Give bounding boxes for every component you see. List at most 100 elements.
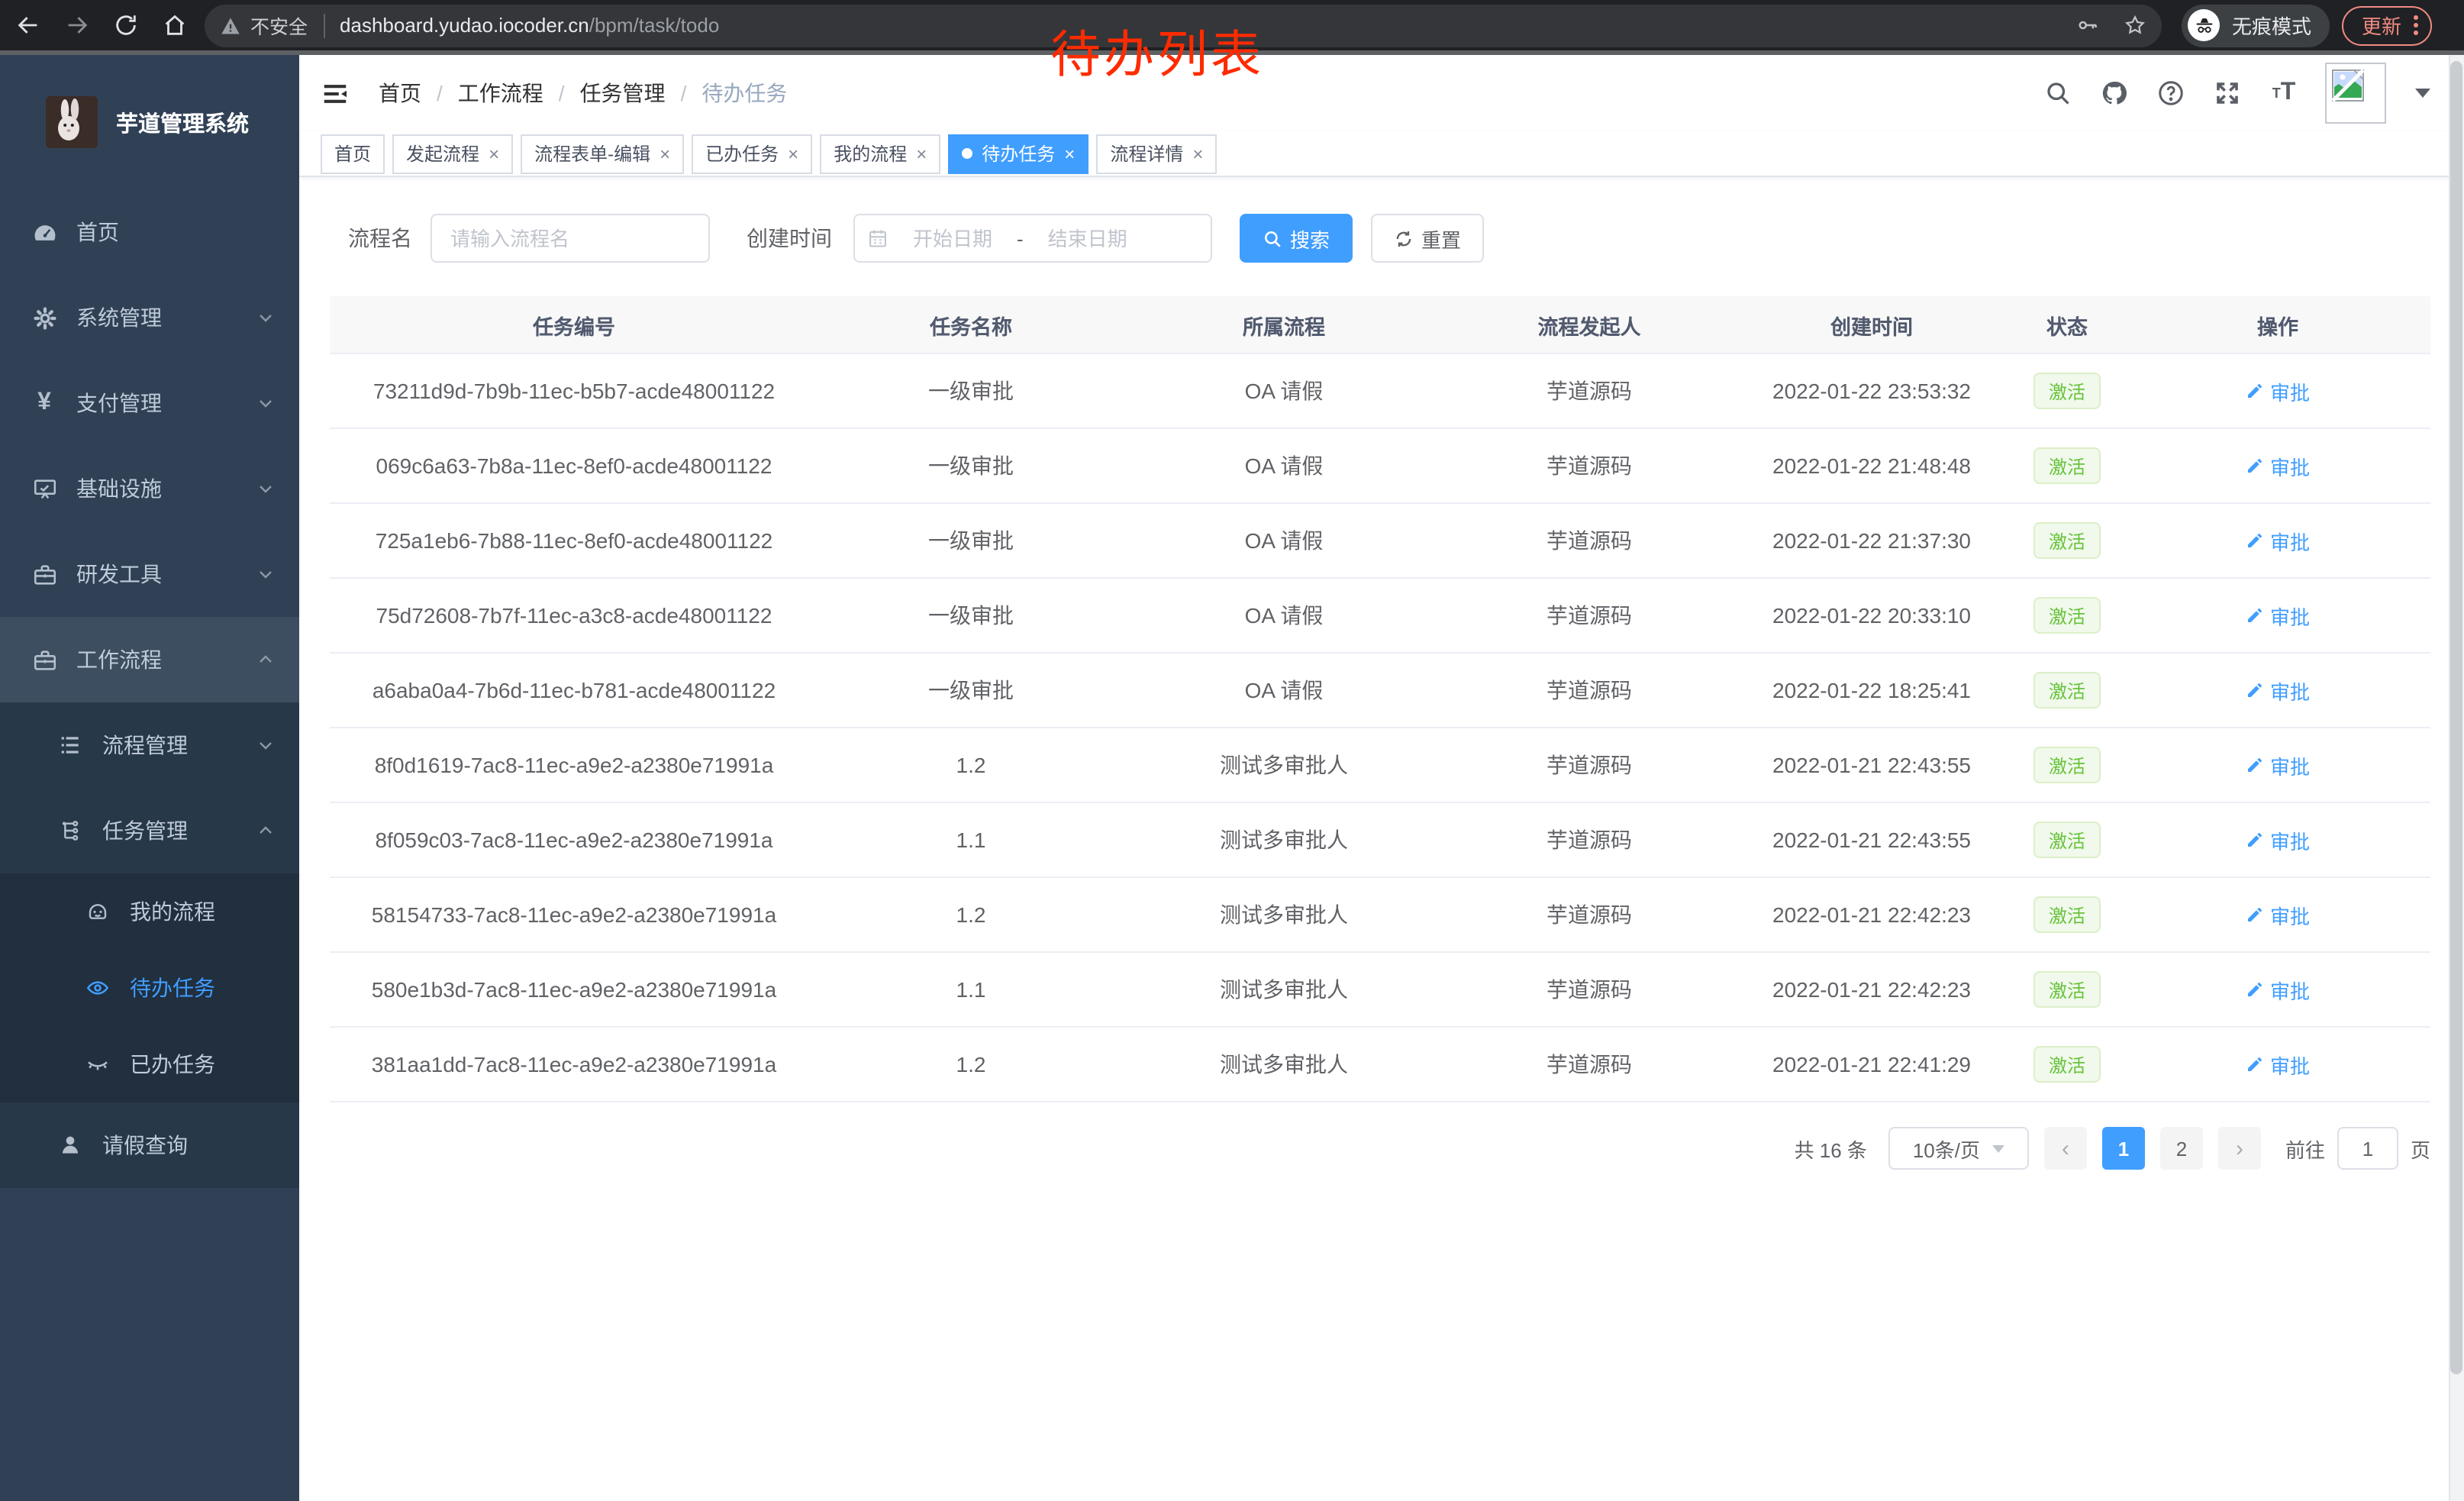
collapse-sidebar-icon[interactable] bbox=[321, 76, 354, 110]
toolbox-icon bbox=[31, 560, 58, 588]
not-secure-warning-icon bbox=[220, 15, 241, 36]
active-dot bbox=[962, 148, 973, 159]
sidebar-item-label: 系统管理 bbox=[76, 305, 162, 330]
sidebar-item-home[interactable]: 首页 bbox=[0, 189, 299, 275]
approve-link[interactable]: 审批 bbox=[2246, 601, 2310, 630]
tab-start-process[interactable]: 发起流程 × bbox=[392, 134, 514, 173]
sidebar-item-leave-query[interactable]: 请假查询 bbox=[0, 1102, 299, 1188]
tab-form-edit[interactable]: 流程表单-编辑 × bbox=[521, 134, 685, 173]
github-icon[interactable] bbox=[2099, 78, 2130, 108]
browser-reload-icon[interactable] bbox=[110, 10, 140, 40]
date-range-picker[interactable]: - bbox=[853, 214, 1212, 263]
browser-back-icon[interactable] bbox=[12, 10, 43, 40]
cell-process: 测试多审批人 bbox=[1220, 902, 1348, 927]
cell-task-id: 8f059c03-7ac8-11ec-a9e2-a2380e71991a bbox=[375, 828, 773, 852]
status-badge: 激活 bbox=[2033, 522, 2101, 559]
sidebar-item-done-tasks[interactable]: 已办任务 bbox=[0, 1026, 299, 1102]
incognito-badge: 无痕模式 bbox=[2182, 4, 2330, 47]
goto-page-input[interactable] bbox=[2337, 1127, 2398, 1170]
approve-link[interactable]: 审批 bbox=[2246, 825, 2310, 854]
sidebar-item-system[interactable]: 系统管理 bbox=[0, 275, 299, 360]
search-button[interactable]: 搜索 bbox=[1240, 214, 1353, 263]
status-badge: 激活 bbox=[2033, 896, 2101, 933]
sidebar-item-infra[interactable]: 基础设施 bbox=[0, 446, 299, 531]
cell-create-time: 2022-01-21 22:41:29 bbox=[1772, 1052, 1971, 1077]
tab-my-process[interactable]: 我的流程 × bbox=[820, 134, 941, 173]
page-size-select[interactable]: 10条/页 bbox=[1888, 1127, 2029, 1170]
pagination: 共 16 条 10条/页 ‹ 1 2 › 前往 页 bbox=[299, 1127, 2430, 1170]
approve-link[interactable]: 审批 bbox=[2246, 526, 2310, 555]
col-header-task-name: 任务名称 bbox=[930, 315, 1012, 338]
prev-page-button[interactable]: ‹ bbox=[2043, 1127, 2087, 1170]
table-row: 725a1eb6-7b88-11ec-8ef0-acde48001122 一级审… bbox=[330, 502, 2430, 577]
browser-update-button[interactable]: 更新 bbox=[2342, 5, 2433, 45]
close-icon[interactable]: × bbox=[788, 143, 799, 164]
cell-task-id: 75d72608-7b7f-11ec-a3c8-acde48001122 bbox=[376, 603, 772, 628]
tab-todo-tasks[interactable]: 待办任务 × bbox=[948, 134, 1089, 173]
sidebar-item-workflow[interactable]: 工作流程 bbox=[0, 617, 299, 702]
breadcrumb-task-mgmt[interactable]: 任务管理 bbox=[579, 81, 666, 105]
tab-done-tasks[interactable]: 已办任务 × bbox=[692, 134, 813, 173]
url-path: /bpm/task/todo bbox=[589, 14, 720, 37]
sidebar-item-task-mgmt[interactable]: 任务管理 bbox=[0, 788, 299, 873]
url-bar[interactable]: 不安全 dashboard.yudao.iocoder.cn /bpm/task… bbox=[205, 4, 2162, 47]
close-icon[interactable]: × bbox=[489, 143, 500, 164]
close-icon[interactable]: × bbox=[660, 143, 671, 164]
chevron-down-icon bbox=[256, 565, 275, 583]
cell-starter: 芋道源码 bbox=[1546, 454, 1632, 478]
security-label[interactable]: 不安全 bbox=[250, 17, 308, 38]
next-page-button[interactable]: › bbox=[2217, 1127, 2261, 1170]
cell-task-name: 1.2 bbox=[956, 902, 986, 927]
scrollbar-thumb[interactable] bbox=[2450, 61, 2462, 1374]
end-date-input[interactable] bbox=[1032, 227, 1143, 250]
fullscreen-icon[interactable] bbox=[2212, 78, 2243, 108]
approve-link[interactable]: 审批 bbox=[2246, 451, 2310, 480]
cell-task-id: 069c6a63-7b8a-11ec-8ef0-acde48001122 bbox=[376, 454, 772, 478]
start-date-input[interactable] bbox=[898, 227, 1008, 250]
annotation-text: 待办列表 bbox=[1050, 26, 1264, 82]
help-icon[interactable] bbox=[2156, 78, 2186, 108]
sidebar-item-pay[interactable]: ¥ 支付管理 bbox=[0, 360, 299, 446]
approve-link[interactable]: 审批 bbox=[2246, 975, 2310, 1004]
workflow-submenu: 流程管理 任务管理 我的流程 bbox=[0, 702, 299, 1188]
approve-link[interactable]: 审批 bbox=[2246, 900, 2310, 929]
cell-task-id: 58154733-7ac8-11ec-a9e2-a2380e71991a bbox=[371, 902, 777, 927]
update-label[interactable]: 更新 bbox=[2362, 15, 2402, 38]
avatar[interactable] bbox=[2325, 63, 2386, 124]
reset-button[interactable]: 重置 bbox=[1371, 214, 1485, 263]
approve-link[interactable]: 审批 bbox=[2246, 750, 2310, 780]
sidebar-item-devtools[interactable]: 研发工具 bbox=[0, 531, 299, 617]
close-icon[interactable]: × bbox=[1192, 143, 1204, 164]
scrollbar-track[interactable] bbox=[2449, 55, 2464, 1501]
close-icon[interactable]: × bbox=[1064, 143, 1076, 164]
cell-create-time: 2022-01-22 23:53:32 bbox=[1772, 379, 1971, 403]
status-badge: 激活 bbox=[2033, 373, 2101, 409]
close-icon[interactable]: × bbox=[916, 143, 927, 164]
chevron-down-icon bbox=[256, 394, 275, 412]
browser-menu-icon[interactable] bbox=[2414, 15, 2419, 35]
sidebar-item-process-mgmt[interactable]: 流程管理 bbox=[0, 702, 299, 788]
password-key-icon[interactable] bbox=[2076, 14, 2099, 37]
avatar-caret-icon[interactable] bbox=[2415, 89, 2430, 98]
page-button-2[interactable]: 2 bbox=[2159, 1127, 2203, 1170]
browser-home-icon[interactable] bbox=[159, 10, 189, 40]
breadcrumb-home[interactable]: 首页 bbox=[379, 81, 421, 105]
bookmark-star-icon[interactable] bbox=[2124, 14, 2146, 37]
app-logo[interactable]: 芋道管理系统 bbox=[0, 55, 299, 189]
process-name-input[interactable] bbox=[431, 214, 710, 263]
search-icon[interactable] bbox=[2043, 78, 2073, 108]
breadcrumb-workflow[interactable]: 工作流程 bbox=[457, 81, 543, 105]
sidebar-item-my-process[interactable]: 我的流程 bbox=[0, 873, 299, 950]
browser-forward-icon[interactable] bbox=[61, 10, 92, 40]
approve-link[interactable]: 审批 bbox=[2246, 376, 2310, 405]
page-button-1[interactable]: 1 bbox=[2101, 1127, 2145, 1170]
tab-home[interactable]: 首页 bbox=[321, 134, 385, 173]
sidebar-item-todo-tasks[interactable]: 待办任务 bbox=[0, 950, 299, 1026]
robot-icon bbox=[85, 899, 111, 925]
approve-link[interactable]: 审批 bbox=[2246, 676, 2310, 705]
tab-process-detail[interactable]: 流程详情 × bbox=[1096, 134, 1217, 173]
cell-process: OA 请假 bbox=[1244, 678, 1324, 702]
approve-link[interactable]: 审批 bbox=[2246, 1050, 2310, 1079]
cell-starter: 芋道源码 bbox=[1546, 902, 1632, 927]
